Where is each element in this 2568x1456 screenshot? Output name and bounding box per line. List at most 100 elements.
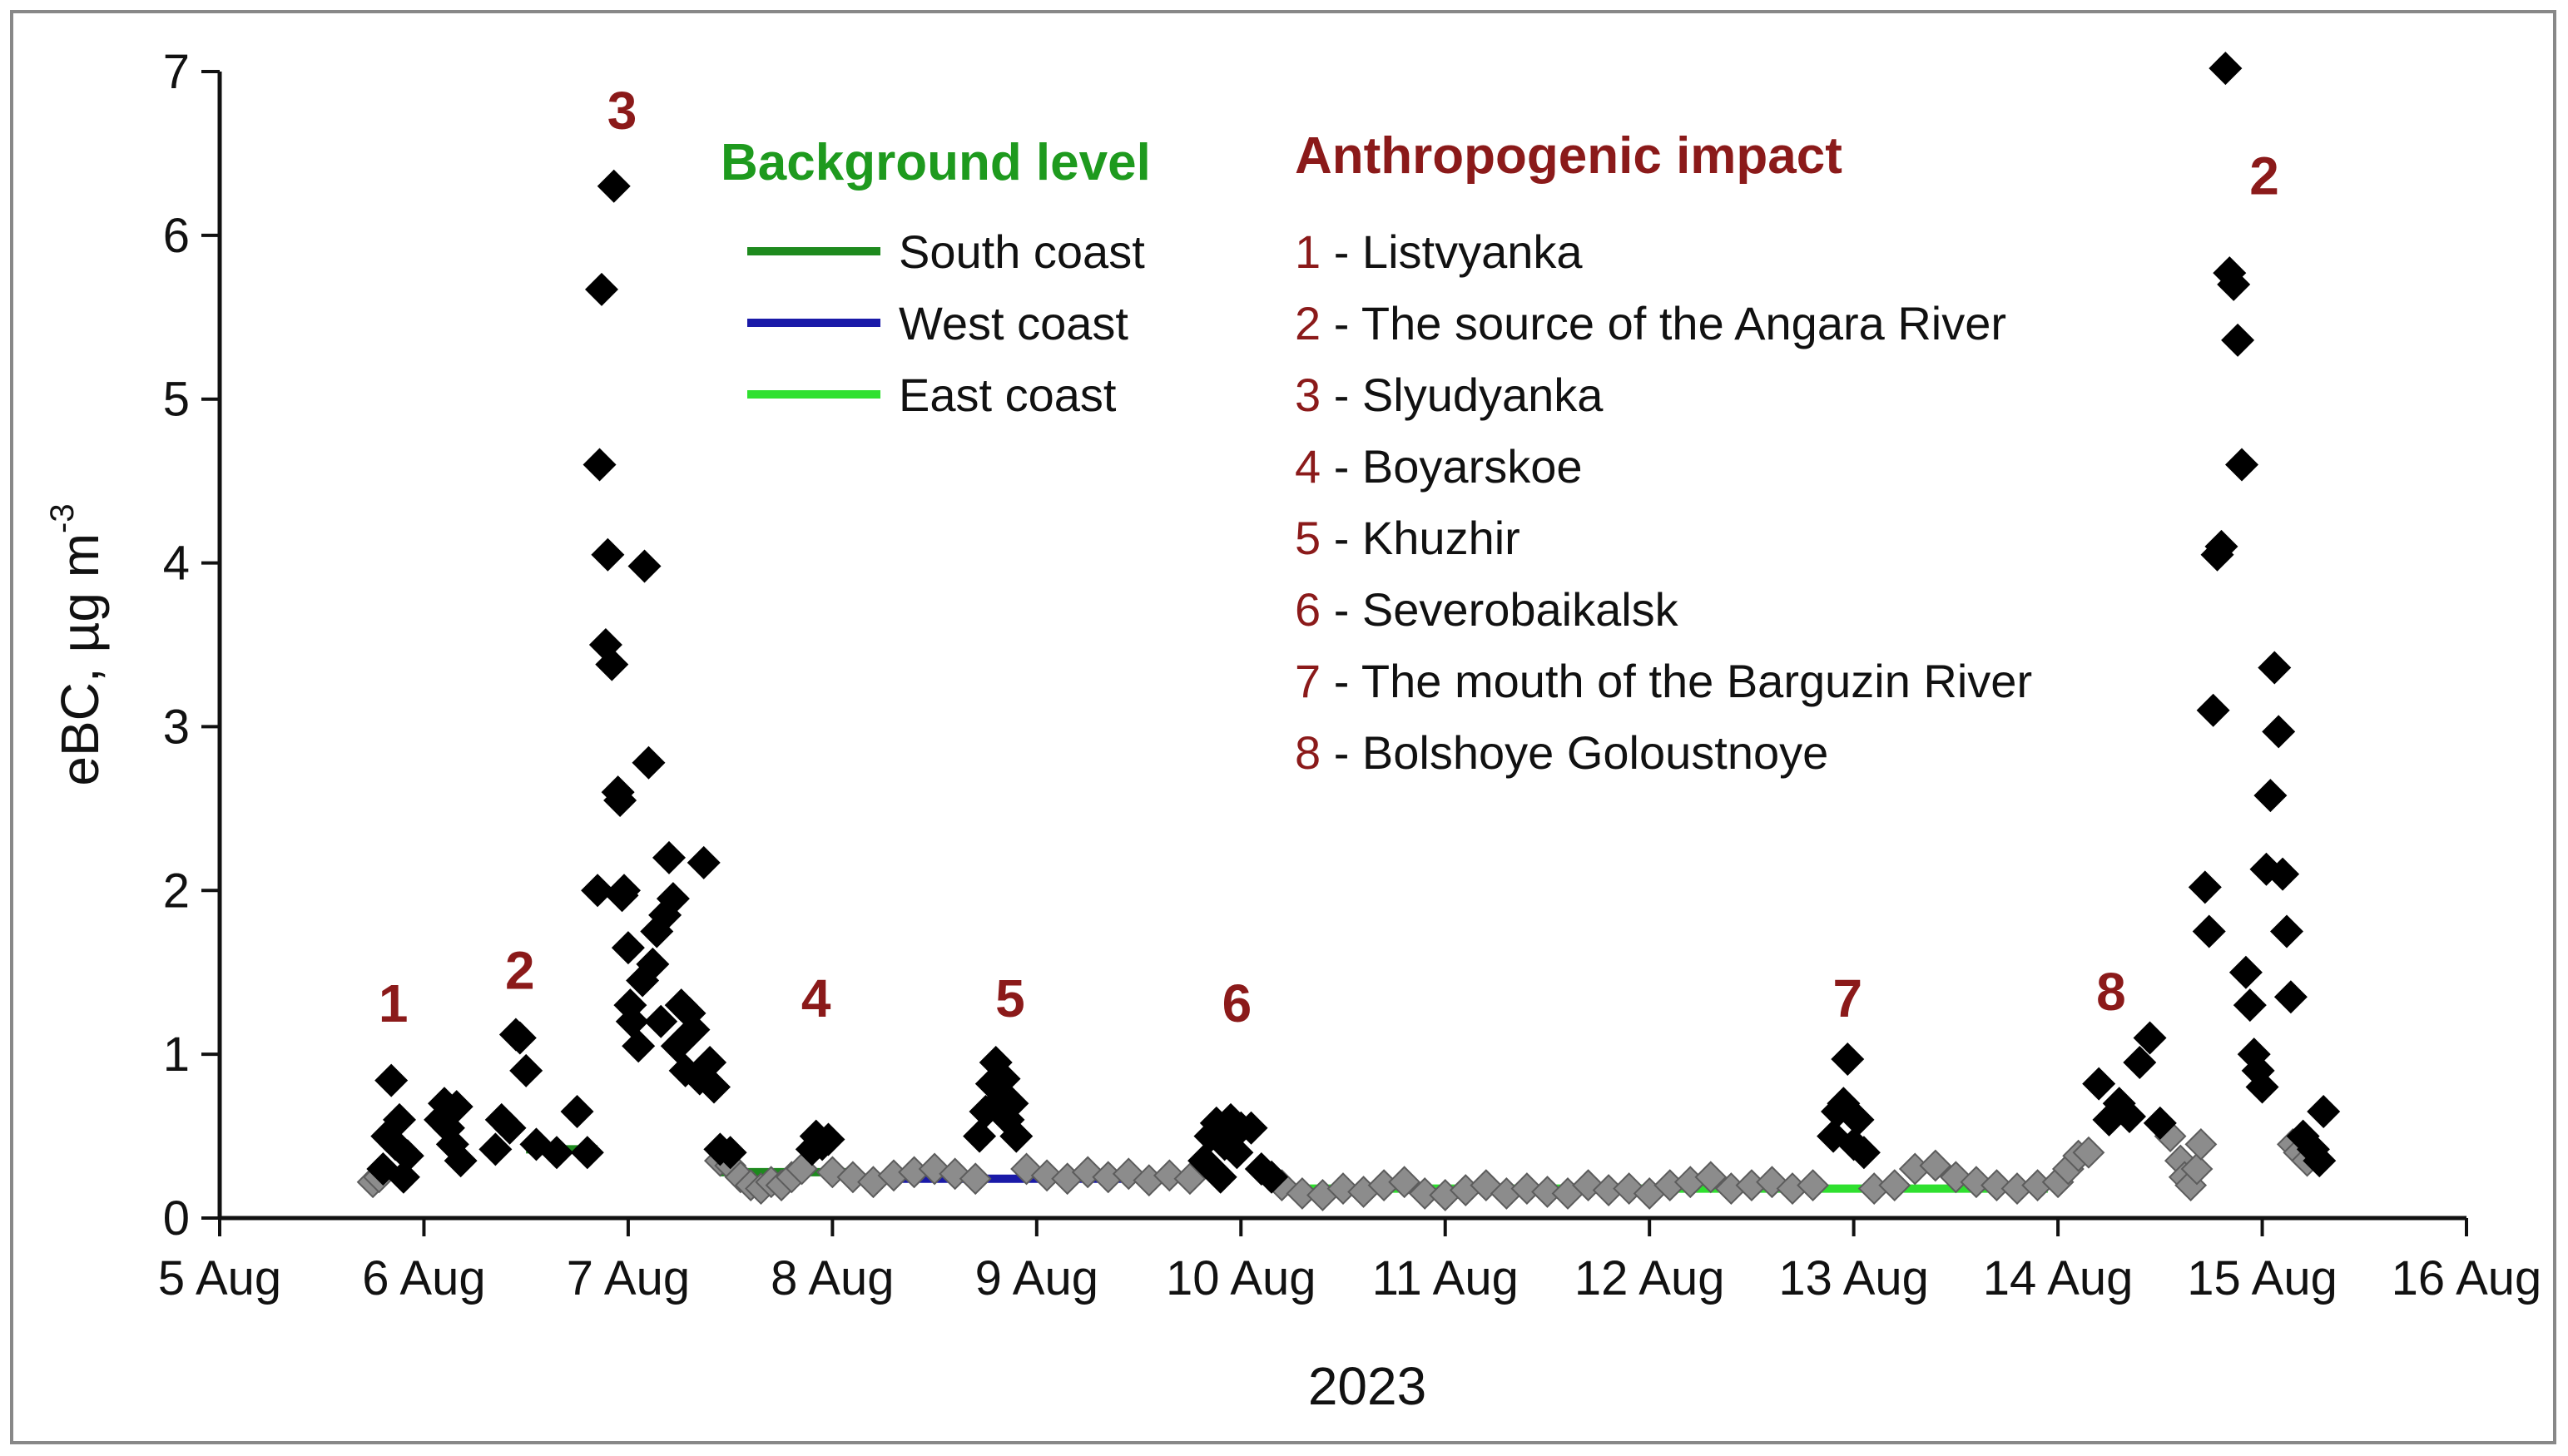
x-tick-label: 15 Aug <box>2187 1251 2337 1305</box>
background-data-point <box>1173 1162 1207 1196</box>
y-axis-title-superscript: -3 <box>44 503 81 533</box>
data-point <box>1847 1136 1881 1170</box>
data-point <box>603 784 637 818</box>
data-point <box>2188 870 2222 904</box>
legend-anthropogenic-number: 3 <box>1295 369 1321 421</box>
background-data-point <box>1010 1152 1043 1186</box>
legend-anthropogenic-item: 2 - The source of the Angara River <box>1295 297 2006 349</box>
legend-anthropogenic-number: 4 <box>1295 440 1321 493</box>
peak-label: 2 <box>505 940 535 1000</box>
data-point <box>2196 693 2230 727</box>
data-point <box>2266 857 2300 891</box>
data-point <box>677 1013 711 1047</box>
background-data-point <box>959 1162 992 1196</box>
legend-anthropogenic-impact: Anthropogenic impact 1 - Listvyanka 2 - T… <box>1295 127 2032 779</box>
x-tick-label: 16 Aug <box>2392 1251 2542 1305</box>
background-data-point <box>1030 1159 1063 1192</box>
background-data-point <box>1960 1166 1993 1199</box>
legend-anthropogenic-number: 6 <box>1295 583 1321 636</box>
data-point <box>995 1087 1029 1121</box>
data-point <box>540 1136 573 1170</box>
x-ticks: 5 Aug 6 Aug 7 Aug 8 Aug 9 Aug 10 Aug 11 Aug 12 … <box>158 1218 2542 1305</box>
data-point <box>713 1136 747 1170</box>
y-tick-label: 3 <box>163 700 190 754</box>
y-tick-label: 7 <box>163 45 190 99</box>
background-data-point <box>1153 1159 1186 1192</box>
figure-frame <box>10 10 2556 1444</box>
legend-background-heading: Background level <box>721 134 1151 191</box>
data-point <box>2303 1144 2337 1178</box>
data-point <box>2258 651 2292 685</box>
peak-label: 7 <box>1832 968 1862 1028</box>
peak-label: 8 <box>2096 962 2126 1022</box>
peak-label: 5 <box>995 968 1025 1028</box>
background-data-point <box>1531 1176 1564 1208</box>
data-point <box>2204 529 2238 563</box>
data-point <box>595 647 629 681</box>
data-point <box>509 1053 543 1087</box>
background-data-point <box>1939 1161 1972 1194</box>
data-point <box>2253 779 2288 813</box>
legend-anthropogenic-number: 7 <box>1295 655 1321 707</box>
data-point <box>503 1021 537 1055</box>
background-data-point <box>1388 1166 1421 1199</box>
data-point <box>615 1004 649 1038</box>
background-data-point <box>1408 1177 1441 1210</box>
legend-anthropogenic-item: 8 - Bolshoye Goloustnoye <box>1295 726 1828 779</box>
legend-background-items: South coast West coast East coast <box>747 225 1145 421</box>
data-point <box>644 1004 678 1038</box>
legend-anthropogenic-heading: Anthropogenic impact <box>1295 127 1842 185</box>
data-point <box>386 1160 420 1194</box>
y-tick-label: 2 <box>163 864 190 918</box>
legend-anthropogenic-label: - Khuzhir <box>1321 512 1520 564</box>
data-point <box>652 840 686 874</box>
data-point <box>656 882 690 916</box>
legend-anthropogenic-label: - Severobaikalsk <box>1321 583 1679 636</box>
legend-anthropogenic-number: 5 <box>1295 512 1321 564</box>
y-tick-label: 0 <box>163 1191 190 1246</box>
data-point <box>560 1095 594 1129</box>
x-axis-title: 2023 <box>1308 1356 1426 1416</box>
x-tick-label: 10 Aug <box>1166 1251 1316 1305</box>
legend-anthropogenic-item: 4 - Boyarskoe <box>1295 440 1583 493</box>
data-point <box>444 1144 478 1178</box>
background-data-point <box>1510 1172 1544 1205</box>
peak-label: 6 <box>1222 973 1252 1033</box>
data-point <box>1831 1042 1865 1077</box>
data-point <box>597 169 631 203</box>
legend-anthropogenic-item: 6 - Severobaikalsk <box>1295 583 1679 636</box>
data-point <box>2082 1067 2116 1101</box>
background-data-point <box>1981 1169 2013 1202</box>
data-point <box>627 549 662 583</box>
data-point <box>570 1136 604 1170</box>
y-tick-label: 4 <box>163 537 190 591</box>
peak-label: 3 <box>607 81 637 141</box>
x-tick-label: 14 Aug <box>1983 1251 2134 1305</box>
data-point <box>2221 323 2255 357</box>
x-tick-label: 13 Aug <box>1778 1251 1929 1305</box>
background-data-point <box>1878 1169 1911 1202</box>
x-tick-label: 6 Aug <box>362 1251 485 1305</box>
data-point <box>585 272 618 306</box>
background-data-point <box>2072 1136 2105 1169</box>
data-point <box>1234 1111 1268 1145</box>
background-data-point <box>1797 1169 1829 1202</box>
measurement-points <box>366 52 2341 1194</box>
legend-background-level: Background level South coast West coast Ea… <box>721 134 1151 421</box>
axes: 0 1 2 3 4 5 6 7 5 Aug 6 Aug 7 Aug 8 Aug 9 Aug 10 Aug… <box>158 45 2542 1305</box>
data-point <box>2217 267 2251 301</box>
data-point <box>493 1111 527 1145</box>
y-axis-title: eBC, µg m-3 <box>44 503 110 785</box>
data-point <box>632 745 666 780</box>
data-point <box>2143 1106 2177 1140</box>
data-point <box>2209 52 2243 86</box>
legend-anthropogenic-item: 1 - Listvyanka <box>1295 225 1583 278</box>
legend-anthropogenic-label: - Slyudyanka <box>1321 369 1604 421</box>
y-ticks: 0 1 2 3 4 5 6 7 <box>163 45 220 1246</box>
x-tick-label: 7 Aug <box>567 1251 690 1305</box>
legend-anthropogenic-label: - Boyarskoe <box>1321 440 1582 493</box>
data-point <box>2225 448 2258 482</box>
data-point <box>2245 1070 2279 1104</box>
data-point <box>2133 1021 2167 1055</box>
data-point <box>591 537 625 572</box>
